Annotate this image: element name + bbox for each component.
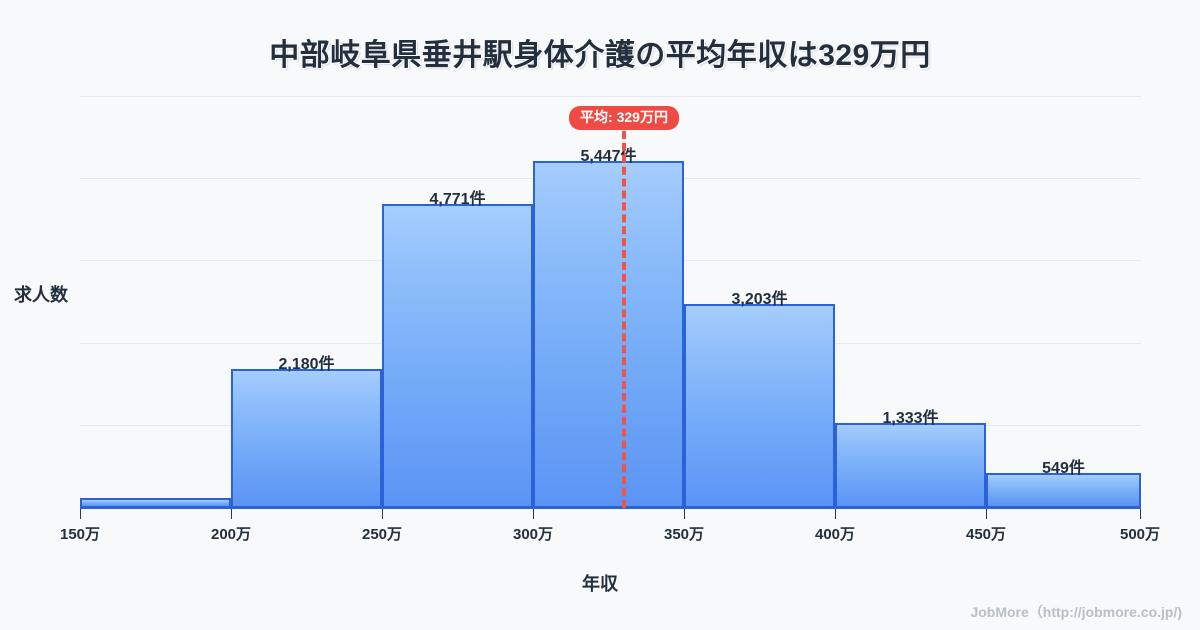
bar-value-label-400-450: 1,333件	[882, 410, 939, 427]
footer-credit: JobMore（http://jobmore.co.jp/)	[970, 604, 1182, 620]
x-tick-label-450: 450万	[965, 526, 1007, 543]
bar-200-250[interactable]	[231, 369, 382, 508]
x-tick	[1140, 509, 1141, 519]
bar-value-label-250-300: 4,771件	[429, 191, 486, 208]
x-axis-title: 年収	[582, 574, 618, 594]
gridline	[80, 96, 1141, 97]
bar-value-label-450-500: 549件	[1042, 460, 1085, 477]
bar-300-350[interactable]	[533, 161, 684, 508]
x-tick-label-150: 150万	[59, 526, 101, 543]
bar-400-450[interactable]	[835, 423, 986, 508]
bar-250-300[interactable]	[382, 204, 533, 508]
x-tick-label-300: 300万	[512, 526, 554, 543]
x-tick	[533, 509, 534, 519]
x-tick-label-350: 350万	[663, 526, 705, 543]
x-tick	[80, 509, 81, 519]
x-axis-baseline	[80, 507, 1141, 509]
x-tick	[231, 509, 232, 519]
x-tick-label-400: 400万	[814, 526, 856, 543]
x-tick	[986, 509, 987, 519]
bar-series	[80, 96, 1141, 508]
bar-value-label-200-250: 2,180件	[278, 356, 335, 373]
x-tick	[382, 509, 383, 519]
x-tick-label-250: 250万	[361, 526, 403, 543]
bar-350-400[interactable]	[684, 304, 835, 508]
x-tick	[684, 509, 685, 519]
page-title: 中部岐阜県垂井駅身体介護の平均年収は329万円	[269, 39, 931, 72]
bar-value-label-350-400: 3,203件	[731, 291, 788, 308]
bar-value-label-300-350: 5,447件	[580, 148, 637, 165]
x-tick-label-200: 200万	[210, 526, 252, 543]
y-axis-title: 求人数	[14, 285, 68, 305]
average-line	[622, 131, 626, 508]
average-badge: 平均: 329万円	[569, 106, 679, 131]
bar-450-500[interactable]	[986, 473, 1141, 508]
plot-area	[80, 96, 1141, 508]
x-tick-label-500: 500万	[1119, 526, 1161, 543]
x-tick	[835, 509, 836, 519]
